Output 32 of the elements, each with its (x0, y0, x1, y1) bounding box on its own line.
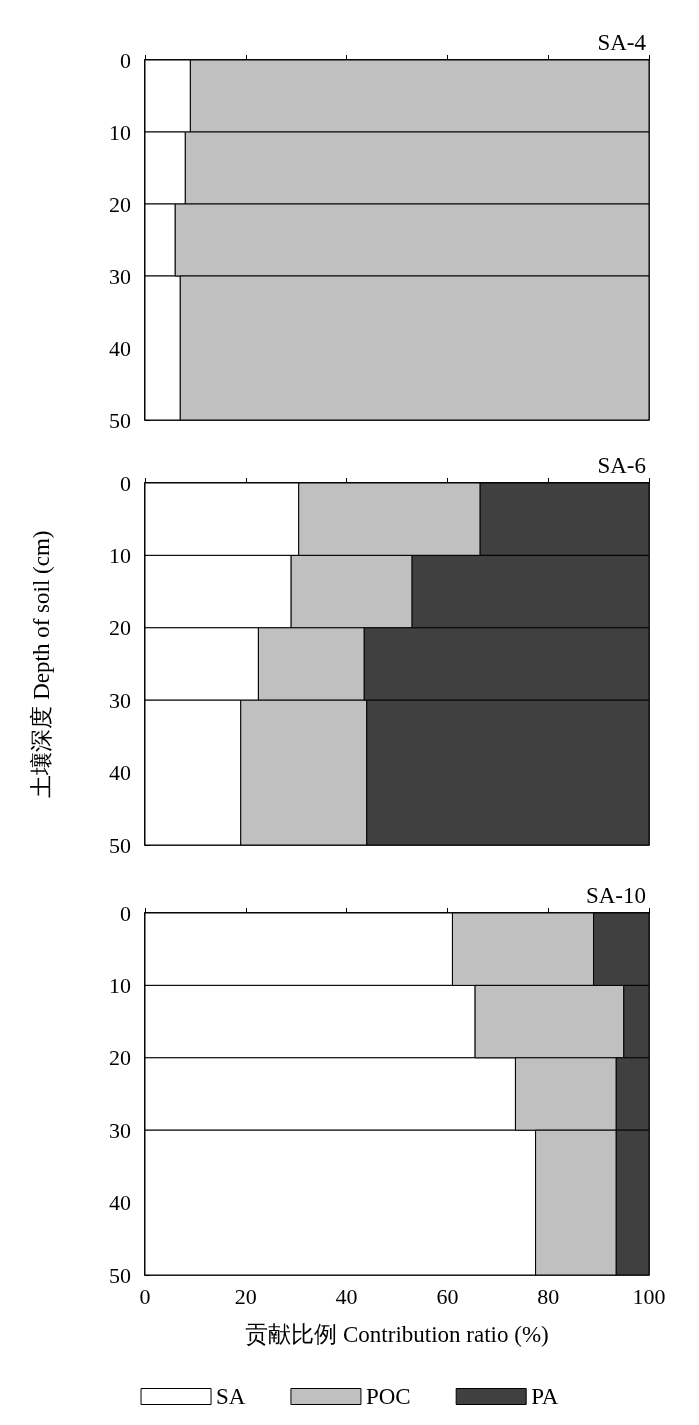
y-tick-label: 0 (120, 47, 131, 73)
chart-title: SA-10 (585, 883, 646, 908)
x-tick-label: 0 (139, 1283, 151, 1309)
x-tick-label: 60 (436, 1283, 459, 1309)
y-tick-label: 20 (109, 191, 131, 217)
chart-title: SA-6 (597, 453, 646, 478)
x-tick-label: 40 (335, 1283, 358, 1309)
y-tick-label: 20 (109, 1045, 131, 1071)
y-tick-label: 10 (109, 542, 131, 568)
y-tick-label: 40 (109, 335, 131, 361)
y-tick-label: 40 (109, 1190, 131, 1216)
y-axis-title: 土壤深度 Depth of soil (cm) (29, 530, 54, 798)
x-tick-label: 80 (537, 1283, 560, 1309)
legend-label: SA (216, 1384, 246, 1409)
y-tick-label: 0 (120, 470, 131, 496)
y-tick-label: 30 (109, 263, 131, 289)
chart-title: SA-4 (597, 30, 647, 55)
y-tick-label: 10 (109, 972, 131, 998)
y-tick-label: 30 (109, 687, 131, 713)
x-tick-label: 20 (234, 1283, 257, 1309)
legend-label: POC (365, 1384, 411, 1409)
y-tick-label: 30 (109, 1117, 131, 1143)
y-tick-label: 0 (120, 900, 131, 926)
x-axis-title: 贡献比例 Contribution ratio (%) (245, 1322, 549, 1347)
y-tick-label: 50 (109, 832, 131, 858)
y-tick-label: 50 (109, 1262, 131, 1288)
y-tick-label: 50 (109, 407, 131, 433)
y-tick-label: 10 (109, 119, 131, 145)
y-tick-label: 20 (109, 615, 131, 641)
x-tick-label: 100 (632, 1283, 666, 1309)
y-tick-label: 40 (109, 760, 131, 786)
legend-label: PA (531, 1384, 559, 1409)
